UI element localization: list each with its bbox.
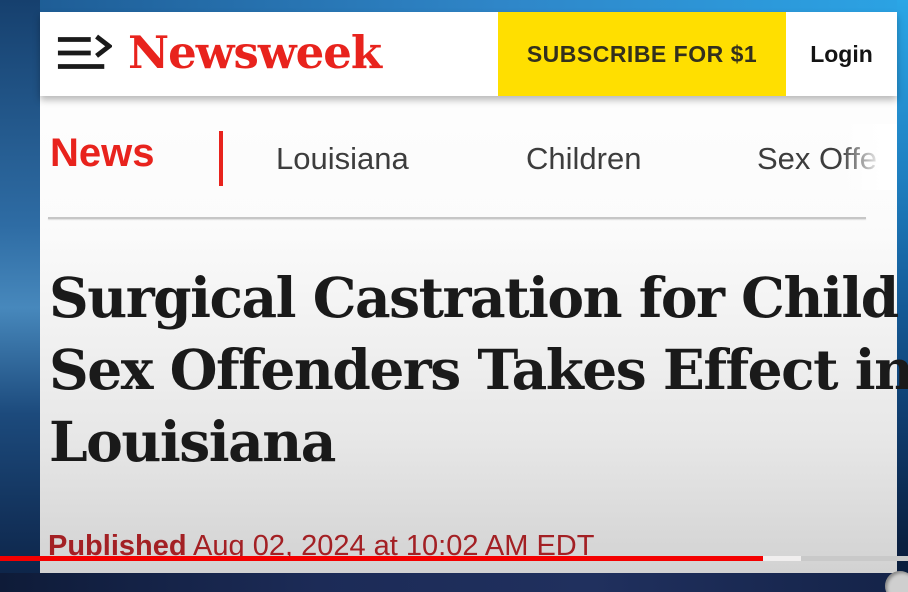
menu-button[interactable] bbox=[56, 33, 114, 73]
nav-tag-louisiana[interactable]: Louisiana bbox=[276, 141, 409, 176]
video-background-right bbox=[897, 0, 908, 592]
progress-played bbox=[0, 556, 763, 561]
video-progress-bar[interactable] bbox=[0, 556, 908, 561]
headline-line: Louisiana bbox=[49, 409, 336, 474]
hamburger-arrow-icon bbox=[56, 34, 114, 77]
video-background-left bbox=[0, 0, 40, 592]
video-background-top bbox=[0, 0, 908, 13]
content-divider bbox=[48, 217, 866, 219]
nav-tab-news[interactable]: News bbox=[50, 131, 155, 175]
nav-tag-sex-offenders[interactable]: Sex Offe bbox=[757, 141, 878, 176]
video-corner-control[interactable] bbox=[885, 571, 908, 592]
subscribe-button[interactable]: SUBSCRIBE FOR $1 bbox=[498, 12, 786, 96]
newsweek-logo[interactable]: Newsweek bbox=[128, 26, 382, 79]
nav-divider-bar bbox=[219, 131, 223, 186]
login-button[interactable]: Login bbox=[786, 12, 897, 96]
headline-line: Sex Offenders Takes Effect in bbox=[49, 337, 908, 402]
progress-remaining bbox=[801, 556, 908, 561]
headline-line: Surgical Castration for Child bbox=[49, 265, 899, 330]
progress-buffered bbox=[763, 556, 801, 561]
nav-tag-children[interactable]: Children bbox=[526, 141, 642, 176]
video-bottom-band bbox=[0, 573, 908, 592]
article-headline: Surgical Castration for Child Sex Offend… bbox=[49, 262, 908, 478]
newsweek-page: Newsweek SUBSCRIBE FOR $1 Login News Lou… bbox=[40, 12, 908, 573]
site-header: Newsweek SUBSCRIBE FOR $1 Login bbox=[40, 12, 897, 96]
